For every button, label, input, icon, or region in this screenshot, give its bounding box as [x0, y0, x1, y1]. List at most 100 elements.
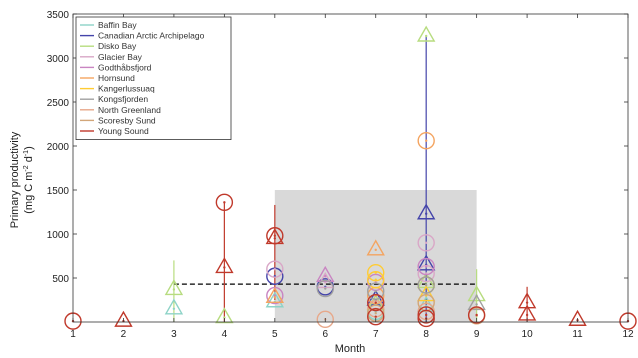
data-point-triangle: [265, 227, 285, 245]
legend-entry: Baffin Bay: [98, 20, 137, 30]
y-tick-label: 2500: [47, 98, 70, 109]
x-axis-label: Month: [335, 343, 366, 353]
data-point-center: [273, 294, 277, 297]
legend-entry: Disko Bay: [98, 41, 137, 51]
data-point-center: [324, 287, 327, 290]
data-point-center: [424, 241, 428, 244]
data-point-triangle: [215, 257, 234, 274]
data-point-triangle: [114, 310, 133, 327]
data-point-center: [324, 275, 327, 278]
data-point-triangle: [265, 291, 285, 308]
data-point-circle: [367, 293, 385, 312]
data-point-triangle: [366, 239, 385, 256]
y-tick-label: 3000: [47, 54, 70, 65]
y-tick-label: 1000: [47, 230, 70, 241]
x-tick-label: 10: [522, 329, 534, 340]
data-point-triangle: [164, 279, 184, 296]
axis-labels-layer: Month Primary productivity (mg C m-2 d-1…: [9, 131, 366, 355]
data-point-triangle: [416, 254, 436, 271]
data-point-triangle: [416, 203, 436, 220]
data-point-center: [374, 290, 377, 293]
legend-entry: Scoresby Sund: [98, 115, 156, 125]
data-point-triangle: [164, 298, 184, 315]
legend-entry: Canadian Arctic Archipelago: [98, 31, 205, 41]
y-tick-label: 3500: [47, 10, 70, 21]
data-point-center: [525, 301, 529, 304]
legend-entry: Glacier Bay: [98, 52, 143, 62]
data-point-center: [172, 288, 176, 291]
data-point-center: [475, 303, 478, 306]
data-point-center: [475, 313, 478, 317]
data-point-circle: [367, 308, 385, 326]
legend-box: [75, 16, 232, 140]
data-point-circle: [417, 309, 435, 328]
data-point-center: [374, 248, 377, 252]
points-layer: [64, 25, 637, 330]
x-tick-label: 8: [423, 329, 429, 340]
data-point-triangle: [517, 292, 537, 309]
data-point-circle: [215, 193, 234, 212]
x-tick-label: 2: [121, 329, 127, 340]
data-point-triangle: [265, 286, 285, 304]
plot-frame: [72, 13, 629, 323]
data-point-triangle: [467, 293, 486, 311]
x-tick-label: 4: [222, 329, 228, 340]
y-tick-label: 500: [52, 274, 69, 285]
legend-entry: Young Sound: [98, 126, 149, 136]
legend-entry: Godthåbsfjord: [98, 62, 152, 72]
x-tick-label: 1: [70, 329, 76, 340]
data-point-center: [424, 139, 428, 142]
data-point-center: [424, 283, 428, 287]
data-point-center: [424, 313, 428, 317]
data-point-center: [424, 265, 428, 268]
x-tick-label: 3: [171, 329, 177, 340]
legend-entry: Kangerlussuaq: [98, 84, 155, 94]
data-point-circle: [417, 276, 435, 294]
legend-entry: Kongsfjorden: [98, 94, 148, 104]
x-tick-label: 9: [474, 329, 480, 340]
x-tick-label: 11: [572, 329, 583, 340]
y-axis-label-line1: Primary productivity: [9, 131, 21, 228]
data-point-center: [424, 212, 428, 215]
y-axis-label-line2: (mg C m-2 d-1): [23, 146, 35, 214]
data-point-center: [273, 296, 277, 299]
data-point-triangle: [416, 25, 436, 42]
data-point-circle: [467, 306, 486, 324]
data-point-center: [223, 266, 226, 269]
axes-layer: 1 2 3 4 5 6 7 8 9 10 11 125001000150020002500300035…: [47, 10, 634, 340]
data-point-center: [374, 301, 377, 304]
data-point-circle: [316, 310, 334, 329]
data-point-center: [374, 312, 377, 315]
data-point-circle: [417, 234, 435, 252]
x-tick-label: 6: [322, 329, 328, 340]
data-point-center: [172, 307, 176, 310]
data-point-circle: [367, 282, 385, 300]
x-tick-label: 5: [272, 329, 278, 340]
data-point-triangle: [467, 285, 486, 302]
data-point-center: [223, 316, 226, 319]
data-point-center: [223, 201, 226, 204]
data-point-triangle: [215, 307, 234, 324]
data-point-triangle: [568, 309, 587, 326]
data-point-circle: [367, 271, 385, 289]
x-tick-label: 12: [622, 329, 634, 340]
x-tick-label: 7: [373, 329, 379, 340]
y-tick-label: 1500: [47, 186, 70, 197]
y-tick-label: 2000: [47, 142, 70, 153]
data-point-center: [273, 234, 277, 237]
data-point-center: [424, 301, 428, 304]
data-point-circle: [417, 306, 435, 324]
legend-entry: Hornsund: [98, 73, 135, 83]
data-point-circle: [316, 279, 334, 298]
data-point-center: [374, 315, 377, 318]
data-point-center: [273, 268, 277, 271]
data-point-center: [273, 237, 277, 240]
data-point-center: [374, 278, 377, 281]
data-point-circle: [417, 132, 435, 150]
data-point-triangle: [416, 285, 436, 302]
data-point-center: [424, 34, 428, 38]
data-point-circle: [417, 257, 435, 276]
